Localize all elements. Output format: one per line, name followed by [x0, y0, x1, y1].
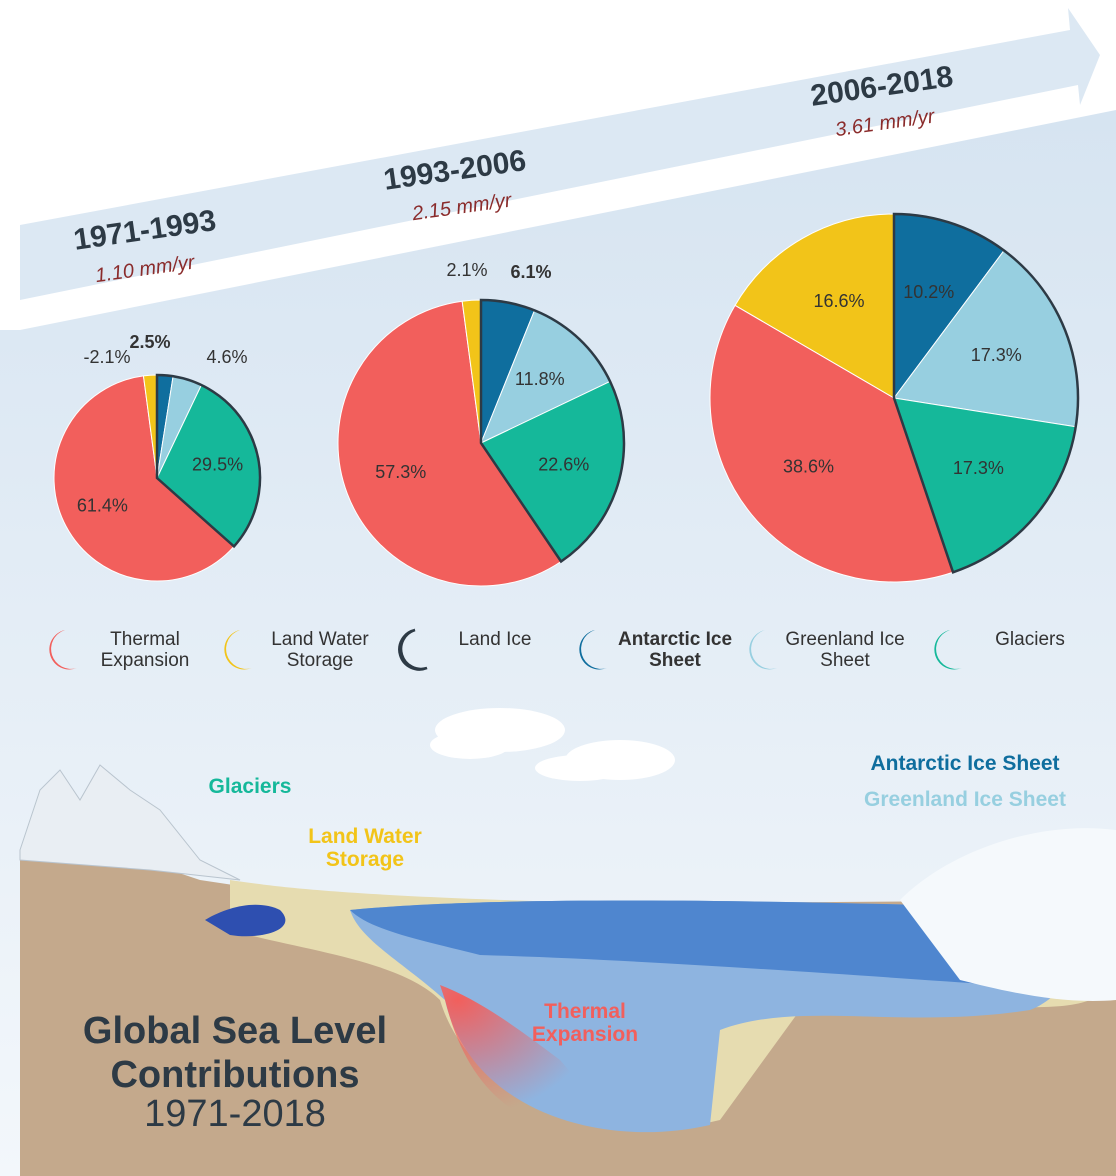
legend-label: Greenland Ice Sheet: [785, 629, 905, 671]
value-label: 10.2%: [903, 282, 954, 302]
pie-slice: [53, 375, 235, 582]
value-label: 57.3%: [375, 462, 426, 482]
legend-label: Land Water Storage: [271, 629, 369, 671]
scene-label: Glaciers: [208, 775, 292, 798]
value-label: 29.5%: [192, 455, 243, 475]
value-label: 4.6%: [206, 347, 247, 367]
legend-label: Glaciers: [995, 629, 1065, 650]
clouds: [430, 708, 675, 781]
legend-label: Land Ice: [458, 629, 532, 650]
land-ice-outline: [892, 212, 1080, 574]
legend-marker: [398, 628, 428, 671]
value-label: 2.5%: [129, 332, 170, 352]
scene-label: Land Water Storage: [308, 825, 422, 872]
mountains: [19, 764, 241, 881]
ocean-surface: [350, 900, 1080, 985]
main-title: Global Sea Level Contributions: [82, 1010, 388, 1096]
land-ice-outline: [479, 298, 626, 564]
scene-label: Antarctic Ice Sheet: [870, 752, 1060, 775]
scene-label: Thermal Expansion: [531, 1000, 639, 1047]
pie-slice: [337, 300, 562, 587]
value-label: 11.8%: [515, 369, 565, 389]
value-label: 38.6%: [783, 457, 834, 477]
pie-slice: [734, 213, 895, 399]
time-arrow: [20, 8, 1100, 300]
value-label: -2.1%: [83, 347, 130, 367]
value-label: 22.6%: [538, 454, 589, 474]
value-label: 61.4%: [77, 496, 128, 516]
value-label: 16.6%: [813, 291, 864, 311]
legend-label: Thermal Expansion: [100, 629, 190, 671]
heat-zone: [440, 985, 620, 1132]
pie-slice: [709, 304, 954, 583]
legend-label: Antarctic Ice Sheet: [617, 629, 733, 671]
value-label: 2.1%: [446, 260, 487, 280]
main-subtitle: 1971-2018: [144, 1093, 326, 1135]
lake: [205, 904, 286, 937]
ice-shelf: [900, 828, 1116, 1001]
value-label: 17.3%: [953, 458, 1004, 478]
value-label: 6.1%: [510, 262, 551, 282]
scene-label: Greenland Ice Sheet: [864, 788, 1066, 811]
value-label: 17.3%: [971, 345, 1022, 365]
land-ice-outline: [155, 373, 262, 549]
